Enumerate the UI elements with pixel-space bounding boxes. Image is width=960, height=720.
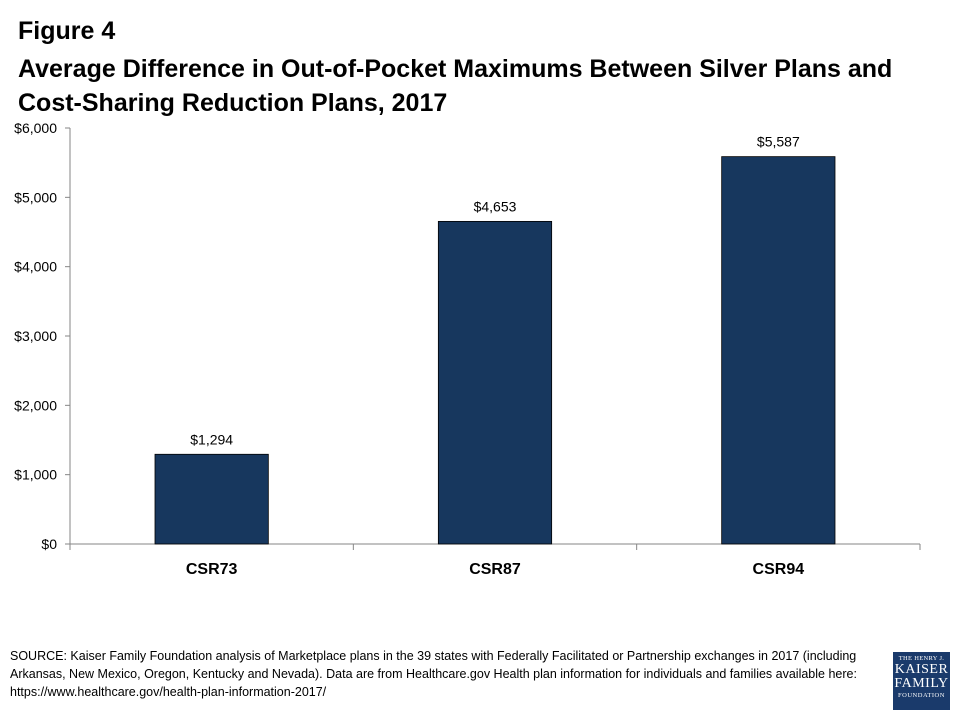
data-label: $4,653 (474, 198, 517, 214)
y-tick-label: $3,000 (14, 328, 57, 344)
bar-chart: $0 $1,000 $2,000 $3,000 $4,000 $5,000 $6,000 C… (14, 120, 921, 578)
data-labels: $1,294 $4,653 $5,587 (190, 134, 800, 448)
kff-logo: THE HENRY J. KAISER FAMILY FOUNDATION (893, 652, 950, 710)
x-category-label: CSR94 (753, 561, 805, 578)
figure-label: Figure 4 (18, 17, 116, 45)
x-category-label: CSR87 (469, 561, 521, 578)
logo-line-1: THE HENRY J. (898, 655, 945, 662)
y-tick-label: $2,000 (14, 397, 57, 413)
logo-line-2: KAISER (894, 662, 949, 677)
source-note: SOURCE: Kaiser Family Foundation analysi… (10, 649, 857, 699)
y-tick-label: $5,000 (14, 189, 57, 205)
y-axis: $0 $1,000 $2,000 $3,000 $4,000 $5,000 $6,000 (14, 120, 71, 552)
data-label: $1,294 (190, 431, 233, 447)
data-label: $5,587 (757, 134, 800, 150)
y-tick-label: $1,000 (14, 467, 57, 483)
bar-csr94 (721, 156, 836, 545)
y-tick-label: $4,000 (14, 259, 57, 275)
logo-line-4: FOUNDATION (898, 692, 945, 699)
bars (154, 156, 836, 545)
logo-line-3: FAMILY (894, 676, 949, 691)
x-axis: CSR73 CSR87 CSR94 (69, 543, 921, 578)
chart-title: Average Difference in Out-of-Pocket Maxi… (18, 55, 893, 117)
bar-csr73 (154, 453, 269, 545)
y-tick-label: $0 (41, 536, 57, 552)
y-tick-label: $6,000 (14, 120, 57, 136)
x-category-label: CSR73 (186, 561, 238, 578)
bar-csr87 (437, 220, 553, 545)
